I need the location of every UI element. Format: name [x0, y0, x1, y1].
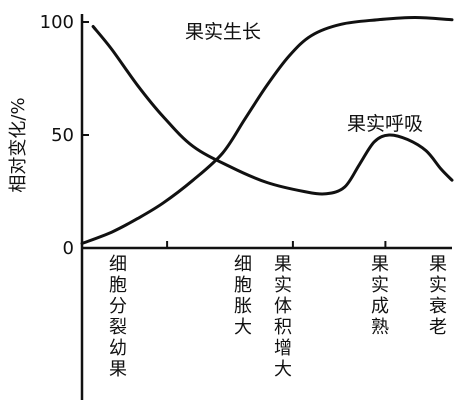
series-lines: [80, 15, 454, 245]
stage-label: 果实成熟: [371, 254, 389, 338]
y-axis-title: 相对变化/%: [8, 97, 29, 192]
y-tick-label: 0: [63, 238, 74, 259]
growth-line: [80, 15, 454, 245]
series-label: 果实呼吸: [347, 113, 423, 135]
y-tick-label: 50: [51, 125, 74, 146]
stage-label-text: 细胞分裂幼果: [109, 254, 127, 380]
y-tick-label: 100: [40, 12, 74, 33]
series-label: 果实生长: [185, 21, 261, 43]
stage-label: 果实衰老: [429, 254, 447, 338]
stage-label: 细胞胀大: [234, 254, 252, 338]
respiration-line: [91, 25, 454, 196]
axes: [80, 14, 452, 400]
stage-label: 细胞分裂幼果: [109, 254, 127, 380]
labels: 0 50 100 相对变化/% 细胞分裂幼果 细胞胀大 果实体积增大 果实成熟 果实衰老 果实生长…: [8, 12, 447, 380]
stage-label-text: 果实体积增大: [274, 254, 292, 380]
stage-label-text: 果实成熟: [371, 254, 389, 338]
stage-label-text: 细胞胀大: [234, 254, 252, 338]
stage-label-text: 果实衰老: [429, 254, 447, 338]
stage-label: 果实体积增大: [274, 254, 292, 380]
